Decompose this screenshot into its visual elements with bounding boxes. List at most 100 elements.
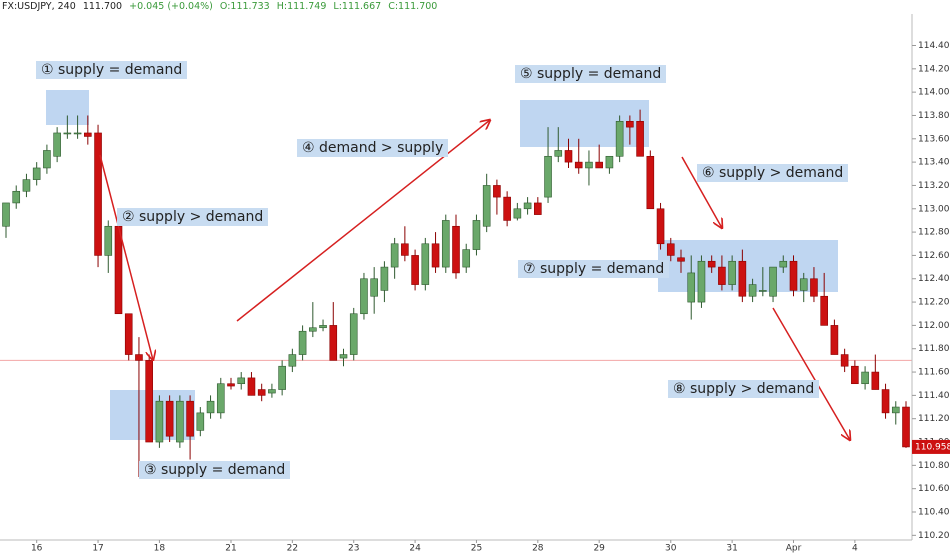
candle-body xyxy=(452,225,460,274)
candle-body xyxy=(759,290,767,292)
candle-body xyxy=(472,220,481,250)
candle-body xyxy=(94,132,102,256)
arrow xyxy=(681,156,722,228)
annotation: ③ supply = demand xyxy=(139,461,291,479)
marks xyxy=(0,109,912,478)
candle-body xyxy=(902,406,910,448)
candle-body xyxy=(493,185,501,198)
candle-body xyxy=(523,202,532,210)
candle-body xyxy=(339,354,348,359)
y-tick-label: 111.200 xyxy=(918,414,950,424)
candle-body xyxy=(697,260,706,303)
candle-body xyxy=(73,132,82,135)
candle-body xyxy=(677,257,685,262)
candle-body xyxy=(349,313,358,355)
candle-body xyxy=(135,354,143,361)
candle-body xyxy=(319,325,327,329)
x-tick-label: 17 xyxy=(92,544,103,553)
x-tick-label: 22 xyxy=(287,544,298,553)
candle-body xyxy=(820,295,828,326)
candle-body xyxy=(851,365,859,385)
candle-body xyxy=(176,400,184,443)
candle-body xyxy=(411,255,419,285)
y-tick-label: 113.400 xyxy=(918,158,950,168)
y-tick-label: 111.800 xyxy=(918,344,950,354)
candle-body xyxy=(370,278,378,297)
y-tick-label: 113.200 xyxy=(918,181,950,191)
arrow xyxy=(99,154,153,360)
y-tick-label: 110.200 xyxy=(918,531,950,541)
annotation: ② supply > demand xyxy=(117,208,269,226)
x-tick-label: 16 xyxy=(31,544,43,553)
low: L:111.667 xyxy=(333,1,382,12)
annotation: ⑧ supply > demand xyxy=(668,380,820,398)
high: H:111.749 xyxy=(276,1,327,12)
y-tick-label: 114.400 xyxy=(918,41,950,51)
change: +0.045 (+0.04%) xyxy=(129,1,213,12)
candle-body xyxy=(390,243,399,268)
last-price-tag xyxy=(912,439,950,454)
candle-body xyxy=(360,278,368,315)
close: C:111.700 xyxy=(388,1,438,12)
candle-body xyxy=(298,330,307,355)
x-tick-label: 31 xyxy=(726,544,737,553)
candle-body xyxy=(216,383,225,414)
header: FX:USDJPY, 240 111.700 +0.045 (+0.04%) O… xyxy=(2,1,441,12)
y-tick-label: 113.800 xyxy=(918,111,950,121)
candle-body xyxy=(104,225,113,256)
candle-body xyxy=(605,155,614,169)
candle-body xyxy=(124,313,133,355)
candle-body xyxy=(564,150,573,163)
y-tick-label: 111.600 xyxy=(918,368,950,378)
candle-body xyxy=(769,266,777,297)
last-price-label: 110.958 xyxy=(915,442,950,452)
x-tick-label: 23 xyxy=(348,544,359,553)
x-tick-label: 24 xyxy=(409,544,421,553)
candle-body xyxy=(707,260,716,268)
y-tick-label: 113.000 xyxy=(918,204,950,214)
candle-body xyxy=(43,150,51,169)
candle-body xyxy=(789,260,798,291)
candle-body xyxy=(646,155,655,210)
candle-body xyxy=(268,389,276,394)
candle-body xyxy=(441,220,450,268)
y-tick-label: 112.800 xyxy=(918,228,950,238)
candle-body xyxy=(554,150,563,157)
arrow xyxy=(772,307,850,440)
candle-body xyxy=(482,185,491,227)
candle-body xyxy=(257,389,266,396)
open: O:111.733 xyxy=(219,1,270,12)
candle-body xyxy=(513,208,522,219)
y-tick-label: 112.600 xyxy=(918,251,950,261)
y-tick-label: 110.800 xyxy=(918,461,950,471)
candle-body xyxy=(666,243,675,256)
y-tick-label: 110.400 xyxy=(918,508,950,518)
candle-body xyxy=(595,161,603,169)
candle-body xyxy=(830,325,839,355)
candle-body xyxy=(2,202,10,227)
candle-body xyxy=(186,400,194,437)
candle-body xyxy=(329,325,338,361)
y-tick-label: 112.200 xyxy=(918,298,950,308)
symbol: FX:USDJPY, 240 xyxy=(2,1,76,12)
candle-body xyxy=(165,400,174,437)
x-tick-label: 28 xyxy=(532,544,544,553)
candle-body xyxy=(401,243,409,256)
annotation: ⑤ supply = demand xyxy=(515,65,667,83)
x-tick-label: 30 xyxy=(665,544,677,553)
candle-body xyxy=(503,196,511,221)
candle-body xyxy=(278,365,286,390)
candle-body xyxy=(891,406,900,414)
candle-body xyxy=(574,161,583,169)
candle-body xyxy=(84,132,92,137)
candle-body xyxy=(309,327,317,332)
candle-body xyxy=(871,371,880,390)
candle-body xyxy=(421,243,430,285)
x-tick-label: 21 xyxy=(225,544,236,553)
candle-body xyxy=(247,377,256,396)
candle-body xyxy=(227,383,235,387)
candle-body xyxy=(145,360,153,443)
candle-body xyxy=(585,161,593,169)
